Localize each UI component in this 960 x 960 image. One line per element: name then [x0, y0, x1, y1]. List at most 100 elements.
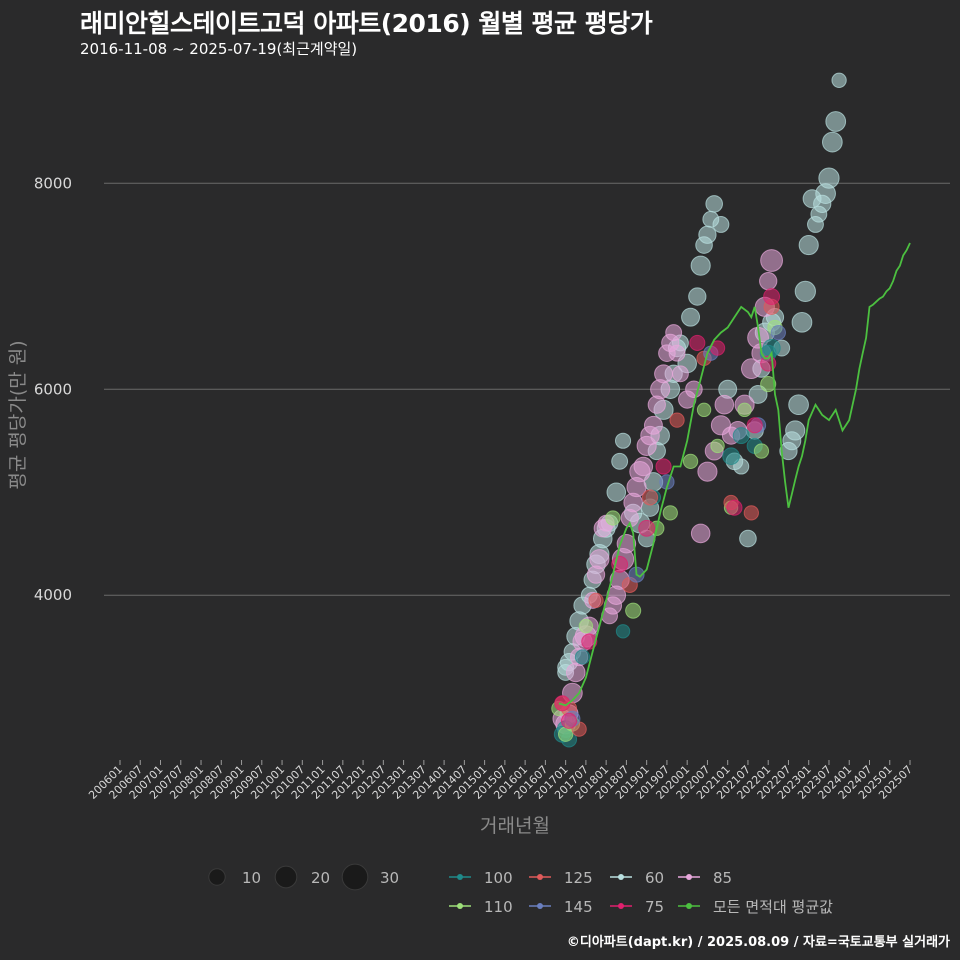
point-60 — [748, 384, 768, 404]
legend-label-60: 60 — [645, 869, 664, 887]
point-60 — [690, 255, 711, 276]
point-85 — [760, 249, 783, 272]
y-tick-labels: 4000 6000 8000 — [34, 174, 72, 604]
point-75 — [746, 417, 763, 434]
point-110 — [578, 618, 594, 634]
legend-label-avg: 모든 면적대 평균값 — [713, 898, 833, 916]
point-75 — [726, 499, 743, 516]
size-legend-label: 20 — [311, 869, 330, 887]
point-75 — [655, 458, 672, 475]
y-axis-title: 평균 평당가(만 원) — [7, 340, 29, 489]
size-legend-label: 10 — [242, 869, 261, 887]
legend-label-85: 85 — [713, 869, 732, 887]
point-60 — [821, 131, 843, 153]
point-110 — [662, 505, 678, 521]
point-60 — [831, 72, 847, 88]
point-85 — [665, 324, 683, 342]
point-85 — [643, 415, 663, 435]
point-60 — [818, 167, 840, 189]
point-110 — [753, 443, 770, 459]
point-85 — [671, 365, 689, 383]
point-110 — [625, 602, 642, 619]
legend-key-dot — [537, 903, 543, 909]
point-85 — [633, 456, 654, 477]
source-footer: ©디아파트(dapt.kr) / 2025.08.09 / 자료=국토교통부 실… — [566, 935, 950, 950]
point-100 — [574, 649, 591, 665]
x-axis-title: 거래년월 — [480, 815, 550, 837]
point-60 — [606, 482, 627, 503]
point-125 — [588, 592, 604, 609]
legend: 10 20 30 100 110 125 145 60 75 85 모든 면적대 평균값 — [208, 863, 833, 916]
y-tick-label: 6000 — [34, 380, 72, 398]
point-110 — [696, 402, 712, 418]
legend-label-145: 145 — [564, 898, 593, 916]
legend-label-125: 125 — [564, 869, 593, 887]
point-60 — [611, 452, 629, 470]
legend-key-dot — [686, 874, 692, 880]
point-60 — [794, 280, 816, 303]
point-75 — [638, 519, 656, 537]
point-60 — [733, 458, 750, 475]
point-85 — [697, 461, 718, 482]
point-60 — [739, 529, 757, 548]
point-60 — [785, 420, 806, 441]
point-85 — [740, 358, 762, 380]
point-60 — [825, 111, 847, 132]
size-legend-circle — [341, 863, 369, 891]
point-85 — [654, 364, 674, 384]
legend-key-dot — [457, 903, 463, 909]
y-tick-label: 4000 — [34, 586, 72, 604]
point-125 — [743, 505, 759, 521]
size-legend-circle — [274, 865, 298, 889]
point-85 — [685, 380, 703, 399]
size-legend-label: 30 — [380, 869, 399, 887]
chart-title: 래미안힐스테이트고덕 아파트(2016) 월별 평균 평당가 — [80, 9, 653, 38]
legend-key-dot — [457, 874, 463, 880]
point-60 — [688, 287, 707, 306]
legend-label-75: 75 — [645, 898, 664, 916]
point-145 — [770, 324, 786, 341]
point-125 — [641, 489, 659, 506]
data-points — [551, 72, 847, 748]
point-100 — [722, 447, 740, 465]
point-85 — [714, 394, 735, 415]
grid-lines — [104, 182, 950, 596]
point-110 — [710, 438, 725, 454]
point-85 — [565, 662, 586, 683]
point-110 — [737, 402, 752, 418]
point-75 — [560, 712, 578, 729]
size-legend-circle — [208, 868, 226, 886]
point-100 — [615, 624, 631, 639]
point-85 — [690, 523, 711, 544]
legend-label-100: 100 — [484, 869, 513, 887]
point-75 — [581, 633, 598, 650]
point-85 — [668, 344, 686, 362]
point-60 — [614, 432, 632, 449]
point-85 — [759, 271, 778, 291]
average-line-path — [558, 242, 911, 707]
legend-key-dot — [686, 903, 692, 909]
point-85 — [589, 549, 610, 570]
point-110 — [682, 453, 699, 469]
point-110 — [760, 376, 777, 393]
point-60 — [798, 235, 819, 256]
y-tick-label: 8000 — [34, 174, 72, 192]
legend-key-dot — [618, 903, 624, 909]
point-75 — [763, 288, 781, 306]
legend-key-dot — [618, 874, 624, 880]
point-60 — [791, 311, 813, 333]
point-60 — [788, 394, 809, 416]
legend-key-dot — [537, 874, 543, 880]
point-125 — [669, 412, 685, 428]
legend-label-110: 110 — [484, 898, 513, 916]
x-tick-labels: 2006012006072007012007072008012008072009… — [86, 760, 915, 802]
point-60 — [712, 216, 730, 233]
point-110 — [605, 510, 621, 526]
point-100 — [732, 427, 750, 445]
point-60 — [698, 225, 717, 244]
point-60 — [681, 307, 701, 327]
point-75 — [689, 334, 706, 351]
point-60 — [705, 195, 723, 213]
average-line — [558, 242, 911, 707]
